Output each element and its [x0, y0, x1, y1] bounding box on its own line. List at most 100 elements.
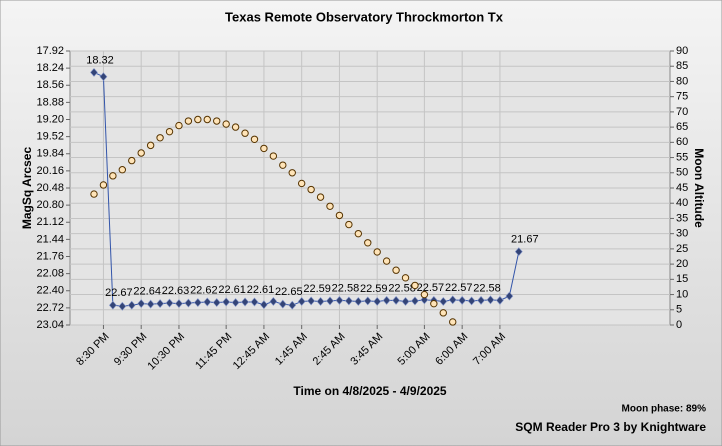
y2-tick-label: 15: [676, 273, 688, 285]
y2-tick-label: 65: [676, 121, 688, 133]
y-tick-label: 19.20: [36, 113, 64, 125]
marker: [430, 299, 438, 308]
y-tick-label: 20.48: [36, 182, 64, 194]
y2-tick-label: 45: [676, 182, 688, 194]
marker: [118, 301, 127, 311]
data-label: 22.67: [105, 287, 133, 299]
marker: [184, 117, 193, 125]
data-label: 22.63: [162, 285, 190, 297]
marker: [458, 295, 467, 305]
marker: [373, 296, 382, 306]
y2-tick-label: 30: [676, 228, 688, 240]
marker: [392, 266, 400, 274]
marker: [411, 296, 419, 306]
marker: [90, 67, 98, 77]
data-label: 22.62: [190, 284, 218, 296]
marker: [354, 229, 363, 238]
marker: [364, 239, 372, 247]
marker: [118, 166, 127, 174]
marker: [213, 117, 221, 125]
y2-tick-label: 10: [676, 288, 688, 300]
marker: [175, 121, 183, 130]
marker: [344, 296, 353, 306]
marker: [420, 295, 429, 305]
y2-tick-label: 70: [676, 106, 688, 118]
data-label: 21.67: [511, 234, 539, 246]
data-label: 22.57: [445, 282, 473, 294]
marker: [307, 296, 316, 306]
marker: [373, 248, 381, 256]
y2-tick-label: 50: [676, 167, 688, 179]
y-tick-label: 18.24: [36, 62, 64, 74]
moon-phase: Moon phase: 89%: [622, 404, 707, 415]
y-tick-label: 20.16: [36, 165, 64, 177]
marker: [439, 296, 448, 306]
y2-tick-label: 35: [676, 212, 688, 224]
marker: [99, 72, 108, 82]
marker: [505, 291, 514, 301]
y-tick-label: 21.76: [36, 250, 64, 262]
chart-title: Texas Remote Observatory Throckmorton Tx: [225, 9, 504, 24]
marker: [231, 298, 240, 307]
y-tick-label: 21.12: [36, 216, 64, 228]
y2-axis-label: Moon Altitude: [692, 148, 706, 228]
marker: [241, 129, 249, 137]
marker: [260, 144, 268, 153]
y2-tick-label: 0: [676, 319, 682, 331]
marker: [156, 299, 164, 309]
y2-tick-label: 85: [676, 60, 688, 72]
marker: [165, 127, 174, 136]
marker: [354, 296, 363, 306]
series-line: [93, 71, 520, 307]
marker: [184, 298, 193, 308]
marker: [156, 134, 164, 142]
marker: [335, 211, 344, 220]
y2-tick-label: 55: [676, 151, 688, 163]
marker: [363, 296, 372, 306]
marker: [146, 141, 155, 150]
data-label: 22.57: [417, 282, 445, 294]
marker: [467, 296, 476, 306]
marker: [194, 115, 202, 124]
y-tick-label: 17.92: [36, 45, 64, 57]
marker: [345, 220, 353, 229]
marker: [288, 300, 297, 310]
marker: [203, 115, 211, 124]
y2-tick-label: 80: [676, 75, 688, 87]
marker: [316, 296, 325, 306]
marker: [241, 297, 249, 307]
marker: [99, 181, 108, 189]
marker: [137, 299, 146, 309]
y-tick-label: 19.52: [36, 131, 64, 143]
marker: [212, 298, 221, 307]
marker: [288, 169, 296, 177]
marker: [514, 247, 523, 257]
marker: [250, 297, 259, 307]
y2-tick-label: 20: [676, 258, 688, 270]
marker: [297, 296, 306, 306]
marker: [269, 152, 278, 160]
y2-tick-label: 60: [676, 136, 688, 148]
marker: [401, 296, 410, 306]
y-tick-label: 18.56: [36, 79, 64, 91]
marker: [127, 300, 136, 310]
data-label: 22.58: [388, 282, 416, 294]
marker: [326, 296, 334, 306]
marker: [448, 295, 457, 305]
marker: [411, 281, 419, 290]
marker: [250, 135, 259, 143]
marker: [420, 290, 429, 299]
data-label: 22.61: [218, 284, 246, 296]
marker: [108, 300, 117, 310]
data-label: 22.59: [360, 283, 388, 295]
y2-tick-label: 90: [676, 45, 688, 57]
marker: [137, 149, 145, 157]
marker: [326, 202, 334, 210]
data-label: 22.58: [473, 282, 501, 294]
marker: [279, 161, 287, 169]
marker: [335, 295, 344, 305]
marker: [231, 123, 240, 131]
marker: [269, 296, 278, 306]
marker: [128, 156, 136, 165]
y-tick-label: 22.08: [36, 268, 64, 280]
